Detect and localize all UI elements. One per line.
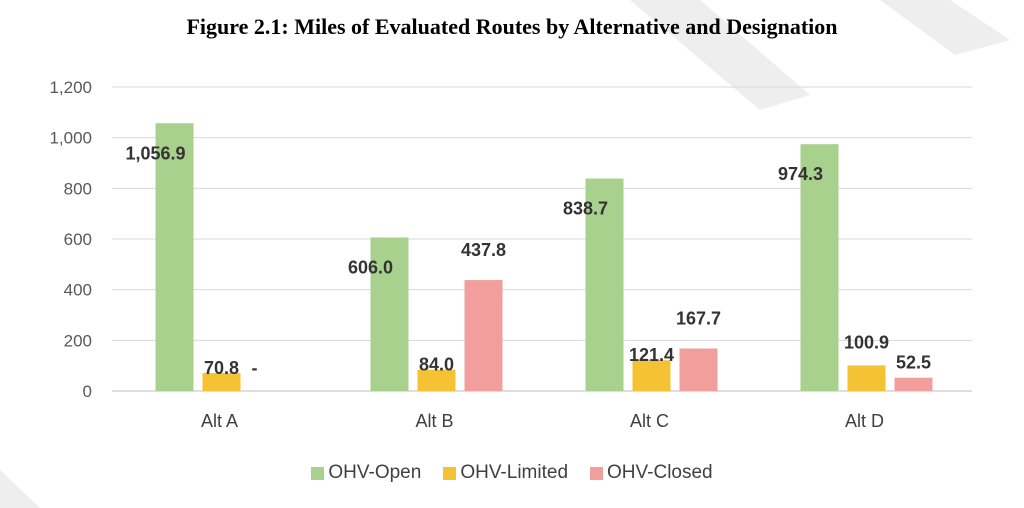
y-tick-label: 200 — [64, 331, 92, 350]
bar-ohv-limited — [632, 360, 671, 391]
x-category-label: Alt D — [845, 411, 884, 431]
data-label: 52.5 — [896, 353, 931, 373]
bar-ohv-open — [155, 123, 194, 391]
bar-ohv-limited — [847, 365, 886, 391]
x-category-label: Alt B — [415, 411, 453, 431]
legend-swatch-ohv-closed — [590, 466, 604, 480]
data-label: 70.8 — [204, 358, 239, 378]
y-tick-label: 400 — [64, 281, 92, 300]
data-label: 437.8 — [461, 240, 506, 260]
legend-item-ohv-closed: OHV-Closed — [590, 462, 713, 484]
bar-ohv-closed — [894, 377, 933, 391]
x-category-label: Alt A — [201, 411, 238, 431]
legend-swatch-ohv-limited — [443, 466, 457, 480]
y-tick-label: 1,000 — [49, 129, 92, 148]
y-tick-label: 0 — [83, 382, 92, 401]
bar-ohv-open — [800, 144, 839, 391]
data-label: 167.7 — [676, 309, 721, 329]
data-label: 100.9 — [844, 332, 889, 352]
legend-swatch-ohv-open — [311, 466, 325, 480]
y-tick-label: 600 — [64, 230, 92, 249]
legend-label-ohv-limited: OHV-Limited — [460, 462, 569, 483]
bar-ohv-open — [370, 237, 409, 391]
bar-ohv-closed — [679, 348, 718, 391]
bar-ohv-open — [585, 178, 624, 391]
data-label: - — [252, 358, 258, 378]
chart-title: Figure 2.1: Miles of Evaluated Routes by… — [186, 14, 838, 39]
y-tick-label: 800 — [64, 179, 92, 198]
legend-label-ohv-open: OHV-Open — [328, 462, 422, 483]
data-label: 1,056.9 — [125, 143, 185, 163]
data-label: 84.0 — [419, 355, 454, 375]
legend-label-ohv-closed: OHV-Closed — [607, 462, 713, 483]
legend: OHV-Open OHV-Limited OHV-Closed — [0, 462, 1024, 484]
data-label: 974.3 — [778, 164, 823, 184]
legend-item-ohv-limited: OHV-Limited — [443, 462, 568, 484]
y-tick-label: 1,200 — [49, 78, 92, 97]
x-category-label: Alt C — [630, 411, 669, 431]
data-label: 121.4 — [629, 345, 674, 365]
data-label: 606.0 — [348, 257, 393, 277]
bar-ohv-limited — [417, 369, 456, 391]
bar-ohv-limited — [202, 373, 241, 391]
data-label: 838.7 — [563, 199, 608, 219]
bar-ohv-closed — [464, 280, 503, 391]
legend-item-ohv-open: OHV-Open — [311, 462, 421, 484]
